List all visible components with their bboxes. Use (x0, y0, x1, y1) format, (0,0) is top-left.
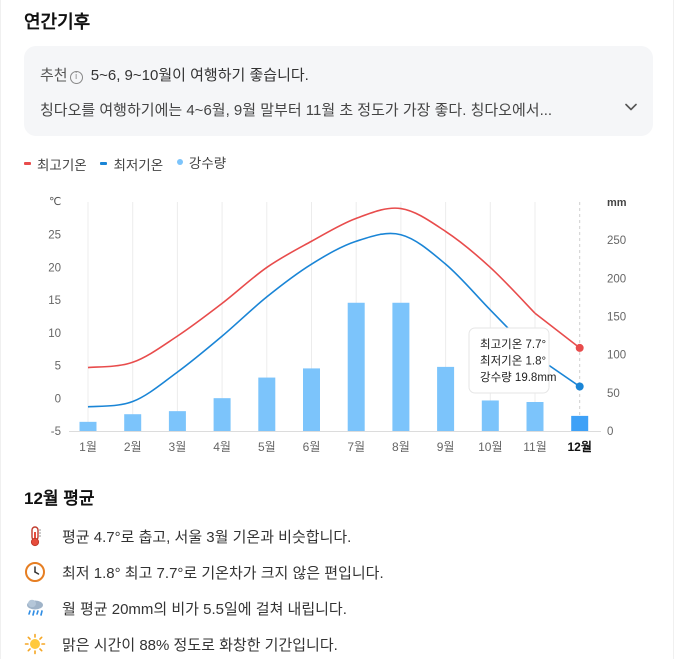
left-tick-label: -5 (51, 426, 61, 438)
rain-bar (481, 400, 499, 431)
legend-rain-swatch (176, 159, 183, 165)
average-item: 맑은 시간이 88% 정도로 화창한 기간입니다. (24, 626, 384, 659)
rain-bar (79, 421, 97, 431)
rain-bar (392, 302, 410, 431)
info-icon[interactable]: i (69, 71, 83, 84)
chart-legend: 최고기온 최저기온 강수량 (24, 152, 236, 174)
rain-bar (571, 415, 589, 431)
average-text-temp: 평균 4.7°로 춥고, 서울 3월 기온과 비슷합니다. (62, 528, 352, 546)
average-item: 월 평균 20mm의 비가 5.5일에 걸쳐 내립니다. (24, 590, 384, 626)
rain-bar (213, 398, 231, 431)
recommendation-summary: 5~6, 9~10월이 여행하기 좋습니다. (90, 67, 309, 84)
recommendation-summary-line: 추천 i 5~6, 9~10월이 여행하기 좋습니다. (40, 64, 309, 85)
x-tick-label: 8월 (392, 440, 410, 454)
legend-rain: 강수량 (176, 152, 227, 172)
left-tick-label: 15 (48, 295, 61, 307)
x-tick-label: 1월 (79, 440, 97, 454)
chart-tooltip: 최고기온 7.7° 최저기온 1.8° 강수량 19.8mm (468, 327, 556, 394)
right-axis-unit: mm (607, 197, 627, 209)
left-tick-label: 25 (48, 230, 61, 242)
right-tick-label: 200 (607, 273, 626, 285)
recommendation-box[interactable]: 추천 i 5~6, 9~10월이 여행하기 좋습니다. 칭다오를 여행하기에는 4… (24, 46, 653, 136)
rain-bar (437, 366, 455, 431)
recommendation-detail: 칭다오를 여행하기에는 4~6월, 9월 말부터 11월 초 정도가 가장 좋다… (40, 102, 553, 119)
legend-max-temp-swatch (24, 162, 31, 165)
left-axis-unit: ℃ (49, 195, 61, 208)
legend-min-temp: 최저기온 (100, 154, 163, 174)
x-tick-label: 6월 (303, 440, 321, 454)
x-tick-label: 3월 (169, 440, 187, 454)
min-temp-line (87, 232, 536, 408)
x-tick-label: 11월 (523, 440, 547, 454)
max-temp-line-tail (534, 312, 581, 349)
x-tick-label: 9월 (437, 440, 455, 454)
max-temp-line (87, 207, 536, 369)
tooltip-line: 강수량 19.8mm (480, 371, 556, 384)
left-tick-label: 10 (48, 328, 61, 340)
average-text-sun: 맑은 시간이 88% 정도로 화창한 기간입니다. (62, 636, 338, 654)
selected-max-point (575, 343, 584, 352)
rain-bar (347, 302, 365, 431)
left-tick-label: 5 (55, 361, 61, 373)
average-item: 최저 1.8° 최고 7.7°로 기온차가 크지 않은 편입니다. (24, 554, 384, 590)
rain-bar (303, 368, 320, 431)
rain-bar (168, 411, 186, 431)
average-title: 12월 평균 (24, 489, 95, 508)
legend-min-temp-swatch (100, 162, 108, 165)
x-tick-label: 12월 (568, 439, 592, 454)
clock-icon (25, 562, 45, 582)
left-tick-label: 0 (55, 393, 61, 405)
right-tick-label: 250 (607, 235, 626, 247)
x-tick-label: 5월 (258, 440, 276, 454)
sun-icon (24, 633, 46, 655)
rain-bar (124, 414, 142, 431)
tooltip-line: 최저기온 1.8° (480, 355, 546, 368)
recommend-tag: 추천 (40, 67, 68, 84)
section-title: 연간기후 (24, 12, 91, 32)
x-tick-label: 2월 (124, 440, 142, 454)
thermometer-icon (30, 526, 41, 547)
legend-max-temp: 최고기온 (24, 154, 87, 174)
right-tick-label: 0 (607, 426, 613, 438)
x-tick-label: 4월 (213, 440, 231, 454)
legend-max-temp-label: 최고기온 (37, 157, 87, 173)
selected-min-point (575, 382, 584, 391)
rain-bar (526, 401, 544, 431)
right-tick-label: 100 (607, 350, 626, 362)
left-tick-label: 20 (48, 262, 61, 274)
average-item: 평균 4.7°로 춥고, 서울 3월 기온과 비슷합니다. (24, 518, 384, 554)
right-tick-label: 150 (607, 312, 626, 324)
tooltip-line: 최고기온 7.7° (480, 338, 546, 351)
average-text-rain: 월 평균 20mm의 비가 5.5일에 걸쳐 내립니다. (62, 600, 347, 618)
legend-rain-label: 강수량 (188, 156, 227, 171)
average-text-range: 최저 1.8° 최고 7.7°로 기온차가 크지 않은 편입니다. (62, 564, 384, 582)
average-list: 평균 4.7°로 춥고, 서울 3월 기온과 비슷합니다. 최저 1.8° 최고… (24, 518, 384, 659)
rain-bar (258, 377, 276, 431)
legend-min-temp-label: 최저기온 (113, 157, 164, 173)
tooltip-box (468, 327, 550, 394)
x-tick-label: 7월 (347, 440, 365, 454)
x-tick-label: 10월 (478, 440, 502, 454)
rain-cloud-icon (27, 599, 43, 616)
chevron-down-icon[interactable] (624, 100, 638, 114)
right-tick-label: 50 (607, 388, 620, 400)
